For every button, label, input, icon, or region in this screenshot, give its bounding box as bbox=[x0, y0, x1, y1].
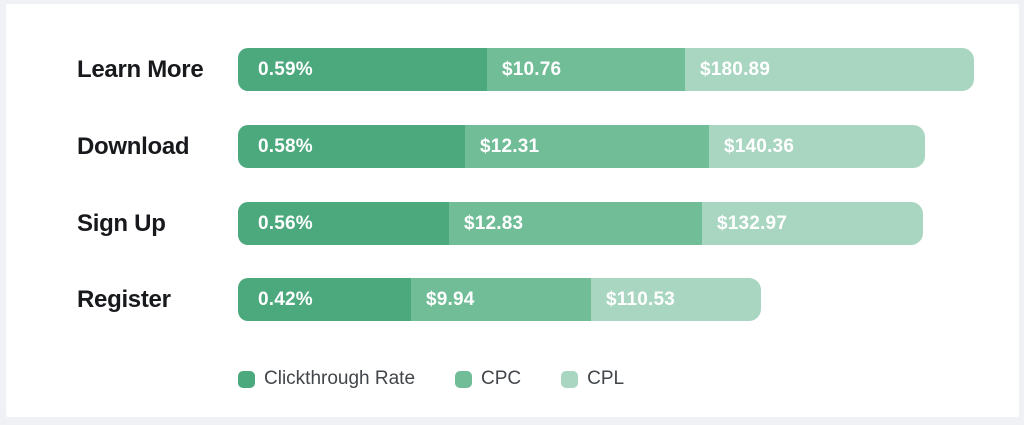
legend-item-clickthrough-rate: Clickthrough Rate bbox=[238, 368, 415, 390]
stacked-bar: 0.56% $12.83 $132.97 bbox=[238, 202, 923, 245]
legend-swatch-icon bbox=[561, 370, 579, 388]
bar-segment-clickthrough-rate: 0.56% bbox=[238, 202, 449, 245]
bar-segment-cpl: $180.89 bbox=[685, 48, 974, 91]
row-label: Sign Up bbox=[77, 209, 166, 237]
chart-row-download: Download 0.58% $12.31 $140.36 bbox=[6, 125, 1019, 168]
bar-segment-clickthrough-rate: 0.59% bbox=[238, 48, 487, 91]
legend-label: CPC bbox=[481, 368, 522, 389]
legend-label: Clickthrough Rate bbox=[264, 368, 416, 389]
legend-swatch-icon bbox=[238, 370, 255, 388]
row-label: Learn More bbox=[77, 55, 204, 83]
stacked-bar: 0.59% $10.76 $180.89 bbox=[238, 48, 974, 91]
bar-segment-cpl: $110.53 bbox=[591, 278, 761, 321]
chart-row-learn-more: Learn More 0.59% $10.76 $180.89 bbox=[6, 48, 1019, 91]
bar-segment-cpc: $12.31 bbox=[465, 125, 709, 168]
legend-item-cpc: CPC bbox=[455, 368, 521, 390]
legend-item-cpl: CPL bbox=[561, 368, 624, 390]
row-label: Register bbox=[77, 285, 171, 313]
row-label: Download bbox=[77, 132, 190, 160]
stacked-bar: 0.58% $12.31 $140.36 bbox=[238, 125, 925, 168]
chart-row-sign-up: Sign Up 0.56% $12.83 $132.97 bbox=[6, 202, 1019, 245]
bar-segment-clickthrough-rate: 0.58% bbox=[238, 125, 465, 168]
bar-rows: Learn More 0.59% $10.76 $180.89 Download 0.58… bbox=[6, 4, 1019, 417]
chart-row-register: Register 0.42% $9.94 $110.53 bbox=[6, 278, 1019, 321]
stacked-bar: 0.42% $9.94 $110.53 bbox=[238, 278, 761, 321]
bar-segment-cpc: $10.76 bbox=[487, 48, 685, 91]
bar-segment-cpl: $132.97 bbox=[702, 202, 923, 245]
legend-swatch-icon bbox=[455, 370, 473, 388]
bar-segment-cpc: $12.83 bbox=[449, 202, 702, 245]
bar-segment-cpc: $9.94 bbox=[411, 278, 591, 321]
legend: Clickthrough Rate CPC CPL bbox=[238, 368, 624, 390]
chart-card: Learn More 0.59% $10.76 $180.89 Download 0.58… bbox=[6, 4, 1019, 417]
bar-segment-cpl: $140.36 bbox=[709, 125, 925, 168]
legend-label: CPL bbox=[587, 368, 625, 389]
bar-segment-clickthrough-rate: 0.42% bbox=[238, 278, 411, 321]
